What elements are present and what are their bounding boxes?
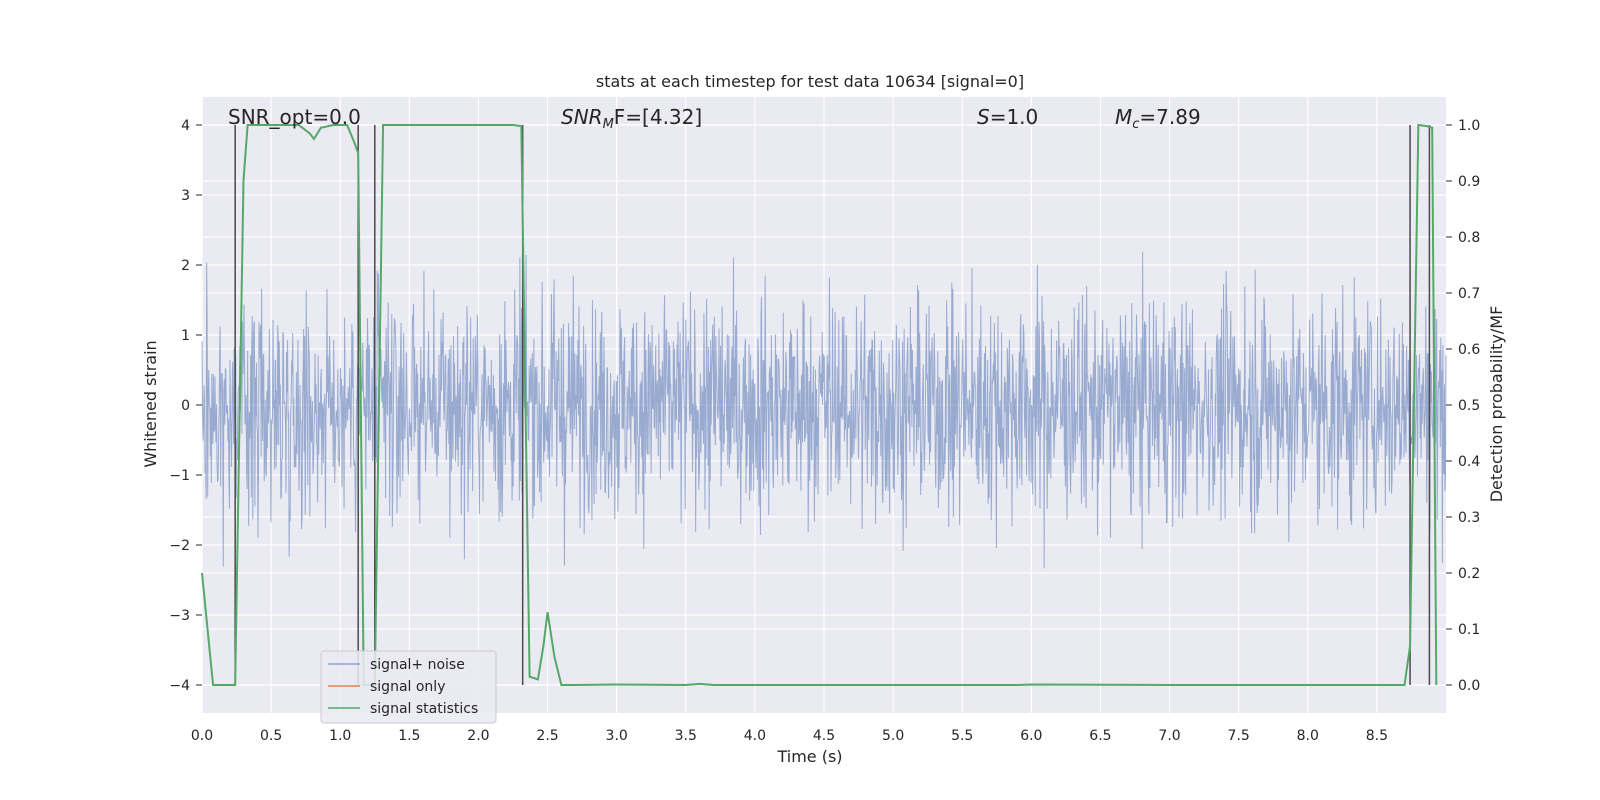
ticks: 0.0 0.5 1.0 1.5 2.0 2.5 3.0 3.5 4.0 4.5 5.0 5.5 6.0 6… [169, 118, 1480, 744]
x-tick-label: 2.5 [536, 728, 558, 744]
y-tick-label: 1 [181, 328, 190, 344]
series-signal-statistics [201, 123, 1438, 687]
x-tick-label: 5.0 [882, 728, 904, 744]
x-tick-label: 8.5 [1366, 728, 1388, 744]
y-tick-label: −1 [169, 468, 190, 484]
y2-tick-label: 0.6 [1458, 342, 1480, 358]
annotation-mc-value: Mc=7.89 [1115, 105, 1201, 132]
y2-tick-label: 0.1 [1458, 622, 1480, 638]
legend: signal+ noise signal only signal statist… [320, 650, 497, 724]
x-tick-label: 5.5 [951, 728, 973, 744]
y-axis-title: Whitened strain [141, 340, 160, 467]
y-tick-label: −4 [169, 678, 190, 694]
y-tick-label: −2 [169, 538, 190, 554]
legend-label-signal-noise: signal+ noise [370, 657, 465, 673]
x-tick-label: 6.5 [1089, 728, 1111, 744]
x-tick-label: 0.5 [260, 728, 282, 744]
chart-title: stats at each timestep for test data 106… [596, 72, 1024, 91]
y2-tick-label: 0.9 [1458, 174, 1480, 190]
x-tick-label: 3.0 [606, 728, 628, 744]
y-tick-label: −3 [169, 608, 190, 624]
y2-tick-label: 0.2 [1458, 566, 1480, 582]
y-tick-label: 0 [181, 398, 190, 414]
y2-tick-label: 1.0 [1458, 118, 1480, 134]
x-axis-title: Time (s) [776, 747, 842, 766]
y-tick-label: 3 [181, 188, 190, 204]
y2-tick-label: 0.8 [1458, 230, 1480, 246]
x-tick-label: 4.5 [813, 728, 835, 744]
x-tick-label: 3.5 [675, 728, 697, 744]
y2-tick-label: 0.0 [1458, 678, 1480, 694]
y2-tick-label: 0.4 [1458, 454, 1480, 470]
legend-label-signal-statistics: signal statistics [370, 701, 478, 717]
y2-tick-label: 0.3 [1458, 510, 1480, 526]
annotation-snr-mf: SNRMF=[4.32] [561, 105, 702, 132]
x-tick-label: 4.0 [744, 728, 766, 744]
series-line-signal-noise [201, 251, 1447, 569]
series-line-signal-statistics [201, 123, 1438, 687]
x-tick-label: 8.0 [1297, 728, 1319, 744]
x-tick-label: 2.0 [467, 728, 489, 744]
series-signal-noise [201, 251, 1447, 569]
legend-label-signal-only: signal only [370, 679, 445, 695]
x-tick-label: 7.0 [1158, 728, 1180, 744]
y2-tick-label: 0.7 [1458, 286, 1480, 302]
y2-axis-title: Detection probability/MF [1487, 306, 1506, 503]
gridlines [201, 97, 1446, 713]
x-tick-label: 6.0 [1020, 728, 1042, 744]
y-tick-label: 2 [181, 258, 190, 274]
x-tick-label: 7.5 [1228, 728, 1250, 744]
x-tick-label: 1.0 [329, 728, 351, 744]
y-tick-label: 4 [181, 118, 190, 134]
annotation-s-value: S=1.0 [977, 105, 1038, 129]
legend-box [320, 650, 497, 724]
annotation-snr-opt: SNR_opt=0.0 [228, 105, 361, 129]
x-tick-label: 1.5 [398, 728, 420, 744]
x-tick-label: 0.0 [191, 728, 213, 744]
y2-tick-label: 0.5 [1458, 398, 1480, 414]
